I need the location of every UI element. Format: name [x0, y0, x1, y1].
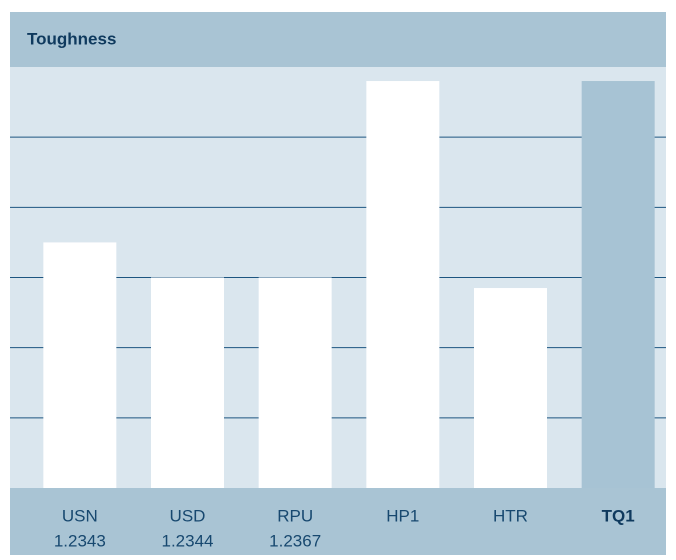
labels: USN 1.2343 USD 1.2344 RPU 1.2367 HP1 HTR TQ1 [54, 506, 635, 550]
footer-band [10, 488, 666, 555]
bar [366, 81, 440, 489]
x-tick-label: HP1 [386, 506, 419, 525]
bar [258, 277, 332, 488]
x-tick-sublabel: 1.2367 [269, 531, 321, 550]
grid [10, 136, 666, 419]
bar [151, 277, 224, 488]
x-tick-label: USN [62, 506, 98, 525]
x-tick-label: USD [170, 506, 206, 525]
x-tick-label: RPU [277, 506, 313, 525]
bar [474, 288, 547, 488]
x-tick-sublabel: 1.2344 [162, 531, 214, 550]
bar [43, 242, 117, 488]
chart-title: Toughness [27, 29, 116, 48]
x-tick-sublabel: 1.2343 [54, 531, 106, 550]
x-tick-label: HTR [493, 506, 528, 525]
bars [43, 81, 655, 489]
x-tick-label: TQ1 [602, 506, 635, 525]
bar [581, 81, 655, 489]
header-band [10, 12, 666, 67]
